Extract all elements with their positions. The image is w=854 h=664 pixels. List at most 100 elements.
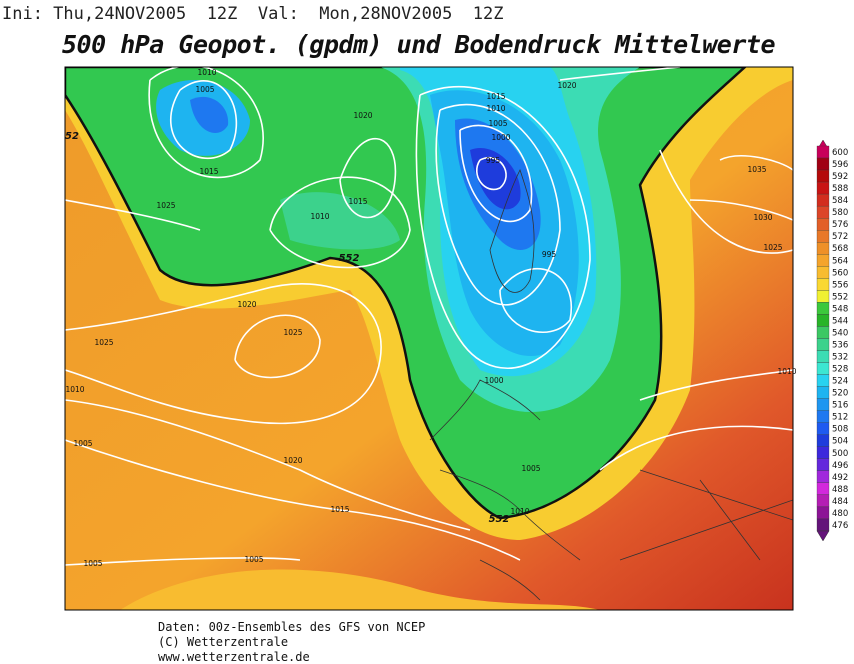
colorbar-swatch — [816, 218, 830, 231]
colorbar-label: 560 — [832, 268, 848, 278]
isobar-label: 995 — [486, 156, 501, 165]
isobar — [559, 67, 681, 81]
isobar — [65, 557, 301, 566]
colorbar-label: 524 — [832, 377, 848, 387]
isobar-label: 1020 — [353, 111, 372, 120]
isobar — [65, 199, 201, 231]
isobar-label: 1025 — [156, 201, 175, 210]
isobar — [476, 157, 507, 191]
isobar-label: 1010 — [197, 68, 216, 77]
colorbar-swatch — [816, 350, 830, 363]
colorbar-label: 508 — [832, 425, 848, 435]
colorbar-swatch — [816, 145, 830, 159]
isobar-label: 1015 — [486, 92, 505, 101]
map-frame — [64, 66, 794, 611]
footer-line: www.wetterzentrale.de — [158, 650, 310, 664]
isobar-label: 1000 — [484, 376, 503, 385]
isobar-label: 1025 — [283, 328, 302, 337]
contour-label: 552 — [339, 253, 360, 264]
colorbar-swatch — [816, 326, 830, 339]
title: 500 hPa Geopot. (gpdm) und Bodendruck Mi… — [62, 30, 776, 59]
isobar-label: 1030 — [753, 213, 772, 222]
colorbar-label: 572 — [832, 232, 848, 242]
isobar-label: 1020 — [237, 300, 256, 309]
contour-label: 52 — [65, 131, 79, 142]
colorbar-label: 512 — [832, 413, 848, 423]
colorbar-swatch — [816, 506, 830, 520]
colorbar-label: 528 — [832, 365, 848, 375]
isobar-label: 1005 — [83, 559, 102, 568]
colorbar-swatch — [816, 338, 830, 351]
isobar — [415, 85, 591, 369]
isobar — [659, 149, 793, 254]
colorbar-swatch — [816, 362, 830, 375]
isobar-label: 1005 — [521, 464, 540, 473]
colorbar-swatch — [816, 230, 830, 243]
colorbar-swatch — [816, 254, 830, 267]
colorbar-swatch — [816, 410, 830, 423]
colorbar-label: 552 — [832, 292, 848, 302]
isobar-label: 1010 — [777, 367, 796, 376]
isobar-label: 1005 — [73, 439, 92, 448]
colorbar-label: 548 — [832, 304, 848, 314]
colorbar-label: 488 — [832, 485, 848, 495]
coastlines — [429, 168, 793, 601]
isobars — [65, 67, 793, 566]
colorbar-label: 496 — [832, 461, 848, 471]
isobar-label: 1020 — [283, 456, 302, 465]
coastline — [489, 168, 535, 293]
colorbar-label: 544 — [832, 316, 848, 326]
map-area — [65, 67, 793, 610]
colorbar-swatch — [816, 386, 830, 399]
colorbar-swatch — [816, 398, 830, 411]
isobar-label: 1005 — [488, 119, 507, 128]
isobar — [599, 425, 793, 471]
colorbar-swatch — [816, 157, 830, 171]
isobar-label: 1010 — [510, 507, 529, 516]
isobar-label: 1005 — [195, 85, 214, 94]
isobar-label: 1015 — [199, 167, 218, 176]
isobar-label: 1010 — [486, 104, 505, 113]
isobar — [499, 267, 573, 334]
colorbar-label: 556 — [832, 280, 848, 290]
field-area — [190, 96, 229, 133]
isobar-label: 1025 — [94, 338, 113, 347]
isobar-label: 1000 — [491, 133, 510, 142]
isobar-label: 1020 — [557, 81, 576, 90]
isobar — [459, 124, 533, 223]
colorbar-label: 480 — [832, 509, 848, 519]
colorbar-label: 536 — [832, 340, 848, 350]
colorbar-swatch — [816, 290, 830, 303]
isobar-label: 1035 — [747, 165, 766, 174]
footer-line: Daten: 00z-Ensembles des GFS von NCEP — [158, 620, 426, 634]
colorbar-label: 568 — [832, 244, 848, 254]
colorbar-swatch — [816, 193, 830, 207]
isobar — [65, 399, 471, 531]
header: Ini: Thu,24NOV2005 12Z Val: Mon,28NOV200… — [2, 4, 504, 24]
isobar — [269, 176, 411, 269]
isobar — [435, 103, 561, 306]
isobar — [719, 155, 793, 171]
colorbar-swatch — [816, 470, 830, 483]
colorbar-swatch — [816, 434, 830, 447]
colorbar-cap — [816, 530, 830, 542]
contour-label: 552 — [489, 514, 510, 525]
colorbar-swatch — [816, 482, 830, 496]
colorbar-swatch — [816, 518, 830, 532]
isobar-label: 1010 — [310, 212, 329, 221]
isobar — [148, 67, 264, 179]
colorbar-label: 576 — [832, 220, 848, 230]
colorbar-swatch — [816, 169, 830, 183]
coastline — [619, 469, 793, 561]
footer-line: (C) Wetterzentrale — [158, 635, 289, 649]
isobar — [234, 314, 321, 379]
colorbar-swatch — [816, 242, 830, 255]
colorbar-label: 532 — [832, 353, 848, 363]
colorbar-swatch — [816, 494, 830, 508]
colorbar-label: 504 — [832, 437, 848, 447]
isobar-label: 1005 — [244, 555, 263, 564]
isobar-label: 1015 — [330, 505, 349, 514]
colorbar-swatch — [816, 266, 830, 279]
colorbar-label: 580 — [832, 208, 848, 218]
